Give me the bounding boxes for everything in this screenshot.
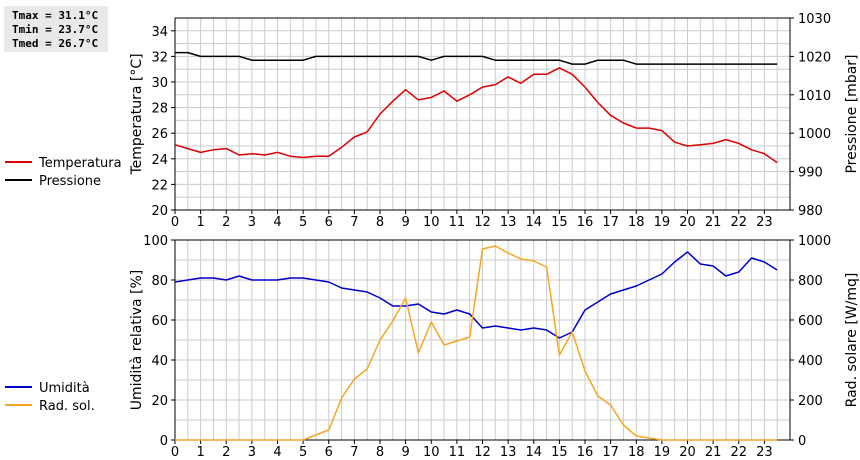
series-line-rad-sol xyxy=(175,245,778,441)
x-tick-label: 13 xyxy=(500,445,517,460)
x-tick-label: 10 xyxy=(423,215,440,230)
legend-label-pressione: Pressione xyxy=(39,174,101,189)
left-y-tick-label: 34 xyxy=(151,25,168,40)
legend-label-umidit: Umidità xyxy=(39,381,90,396)
x-tick-label: 16 xyxy=(577,215,594,230)
x-tick-label: 23 xyxy=(756,215,773,230)
x-tick-label: 9 xyxy=(401,445,409,460)
right-y-tick-label: 800 xyxy=(798,274,823,289)
x-tick-label: 20 xyxy=(679,445,696,460)
x-tick-label: 22 xyxy=(730,215,747,230)
left-y-tick-label: 60 xyxy=(151,314,168,329)
x-tick-label: 14 xyxy=(525,215,542,230)
x-tick-label: 2 xyxy=(222,215,230,230)
x-tick-label: 20 xyxy=(679,215,696,230)
x-tick-label: 1 xyxy=(196,215,204,230)
left-y-tick-label: 32 xyxy=(151,50,168,65)
left-y-tick-label: 28 xyxy=(151,102,168,117)
legend-label-rad-sol: Rad. sol. xyxy=(39,399,95,414)
left-y-tick-label: 40 xyxy=(151,354,168,369)
x-tick-label: 17 xyxy=(602,215,619,230)
x-tick-label: 2 xyxy=(222,445,230,460)
left-y-tick-label: 20 xyxy=(151,394,168,409)
right-y-tick-label: 1010 xyxy=(798,89,831,104)
left-y-tick-label: 24 xyxy=(151,153,168,168)
right-y-tick-label: 400 xyxy=(798,354,823,369)
x-tick-label: 8 xyxy=(376,215,384,230)
right-y-tick-label: 1000 xyxy=(798,234,831,249)
left-y-tick-label: 100 xyxy=(143,234,168,249)
x-tick-label: 15 xyxy=(551,445,568,460)
temperature-pressure-chart: 0 1 2 3 4 5 6 7 8 9 10 11 12 13 14 15 16 17 18 19 20 21 22 2320… xyxy=(5,12,860,230)
x-tick-label: 18 xyxy=(628,445,645,460)
series-line-pressione xyxy=(175,51,778,65)
x-tick-label: 5 xyxy=(299,445,307,460)
left-y-tick-label: 30 xyxy=(151,76,168,91)
x-tick-label: 21 xyxy=(705,215,722,230)
x-tick-label: 12 xyxy=(474,445,491,460)
x-tick-label: 7 xyxy=(350,445,358,460)
left-y-tick-label: 20 xyxy=(151,204,168,219)
right-y-tick-label: 980 xyxy=(798,204,823,219)
x-tick-label: 11 xyxy=(449,445,466,460)
x-tick-label: 8 xyxy=(376,445,384,460)
right-y-tick-label: 990 xyxy=(798,166,823,181)
right-y-tick-label: 200 xyxy=(798,394,823,409)
left-y-tick-label: 0 xyxy=(160,434,168,449)
right-axis-label: Rad. solare [W/mq] xyxy=(844,273,860,408)
x-tick-label: 15 xyxy=(551,215,568,230)
x-tick-label: 1 xyxy=(196,445,204,460)
right-y-tick-label: 1020 xyxy=(798,50,831,65)
right-y-tick-label: 0 xyxy=(798,434,806,449)
x-tick-label: 7 xyxy=(350,215,358,230)
left-axis-label: Umidità relativa [%] xyxy=(129,270,145,411)
series-line-temperatura xyxy=(174,67,778,164)
right-y-tick-label: 1000 xyxy=(798,127,831,142)
x-tick-label: 11 xyxy=(449,215,466,230)
right-axis-label: Pressione [mbar] xyxy=(844,54,860,173)
x-tick-label: 4 xyxy=(273,215,281,230)
series-line-umidit xyxy=(174,251,778,339)
x-tick-label: 13 xyxy=(500,215,517,230)
x-tick-label: 10 xyxy=(423,445,440,460)
x-tick-label: 22 xyxy=(730,445,747,460)
stats-box: Tmax = 31.1°C Tmin = 23.7°C Tmed = 26.7°… xyxy=(4,6,108,52)
x-tick-label: 18 xyxy=(628,215,645,230)
left-y-tick-label: 80 xyxy=(151,274,168,289)
x-tick-label: 21 xyxy=(705,445,722,460)
right-y-tick-label: 1030 xyxy=(798,12,831,27)
left-axis-label: Temperatura [°C] xyxy=(129,53,145,175)
x-tick-label: 16 xyxy=(577,445,594,460)
x-tick-label: 23 xyxy=(756,445,773,460)
x-tick-label: 9 xyxy=(401,215,409,230)
right-y-tick-label: 600 xyxy=(798,314,823,329)
x-tick-label: 6 xyxy=(325,215,333,230)
x-tick-label: 5 xyxy=(299,215,307,230)
tmax-text: Tmax = 31.1°C xyxy=(12,9,99,22)
x-tick-label: 19 xyxy=(654,215,671,230)
x-tick-label: 6 xyxy=(325,445,333,460)
x-tick-label: 19 xyxy=(654,445,671,460)
x-tick-label: 3 xyxy=(248,215,256,230)
left-y-tick-label: 26 xyxy=(151,127,168,142)
x-tick-label: 3 xyxy=(248,445,256,460)
x-tick-label: 0 xyxy=(171,215,179,230)
humidity-radiation-chart: 0 1 2 3 4 5 6 7 8 9 10 11 12 13 14 15 16 17 18 19 20 21 22 2302… xyxy=(5,234,860,460)
x-tick-label: 17 xyxy=(602,445,619,460)
x-tick-label: 14 xyxy=(525,445,542,460)
x-tick-label: 0 xyxy=(171,445,179,460)
x-tick-label: 4 xyxy=(273,445,281,460)
left-y-tick-label: 22 xyxy=(151,178,168,193)
tmed-text: Tmed = 26.7°C xyxy=(12,37,99,50)
tmin-text: Tmin = 23.7°C xyxy=(12,23,99,36)
legend-label-temperatura: Temperatura xyxy=(38,156,122,171)
x-tick-label: 12 xyxy=(474,215,491,230)
